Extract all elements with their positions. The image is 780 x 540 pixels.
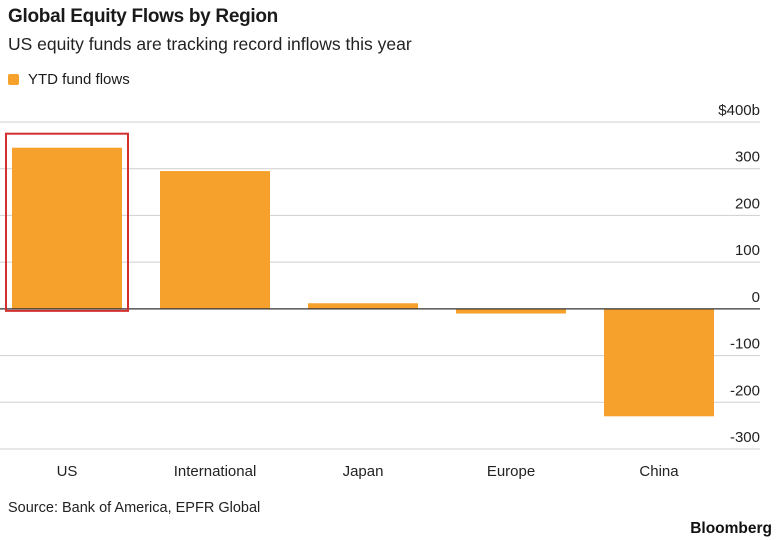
source-note: Source: Bank of America, EPFR Global <box>8 500 261 516</box>
x-tick-label: Japan <box>343 463 384 480</box>
y-tick-label: 100 <box>735 242 760 259</box>
chart-title: Global Equity Flows by Region <box>8 6 278 27</box>
legend-swatch <box>8 74 19 85</box>
x-tick-label: Europe <box>487 463 535 480</box>
y-tick-label: -100 <box>730 336 760 353</box>
y-tick-labels: $400b 300 200 100 0 -100 -200 -300 <box>718 102 760 446</box>
y-tick-label: 200 <box>735 195 760 212</box>
legend: YTD fund flows <box>8 71 130 88</box>
x-tick-label: US <box>57 463 78 480</box>
x-tick-labels: US International Japan Europe China <box>57 463 680 480</box>
y-tick-label: -300 <box>730 429 760 446</box>
bar-chart: $400b 300 200 100 0 -100 -200 -300 US Internatio… <box>0 102 760 480</box>
bar-china <box>604 308 714 417</box>
chart-subtitle: US equity funds are tracking record infl… <box>8 34 412 54</box>
x-tick-label: China <box>639 463 679 480</box>
bar-europe <box>456 308 566 314</box>
bar-international <box>160 171 270 309</box>
bloomberg-logo: Bloomberg <box>690 520 772 537</box>
x-tick-label: International <box>174 463 257 480</box>
legend-label: YTD fund flows <box>28 71 130 88</box>
y-tick-label: 0 <box>752 289 760 306</box>
y-tick-label: $400b <box>718 102 760 119</box>
y-tick-label: -200 <box>730 382 760 399</box>
bar-us <box>12 147 122 309</box>
bars <box>12 147 714 417</box>
bar-japan <box>308 303 418 309</box>
highlight-box <box>5 132 129 312</box>
highlight-layer <box>5 132 129 312</box>
y-tick-label: 300 <box>735 149 760 166</box>
